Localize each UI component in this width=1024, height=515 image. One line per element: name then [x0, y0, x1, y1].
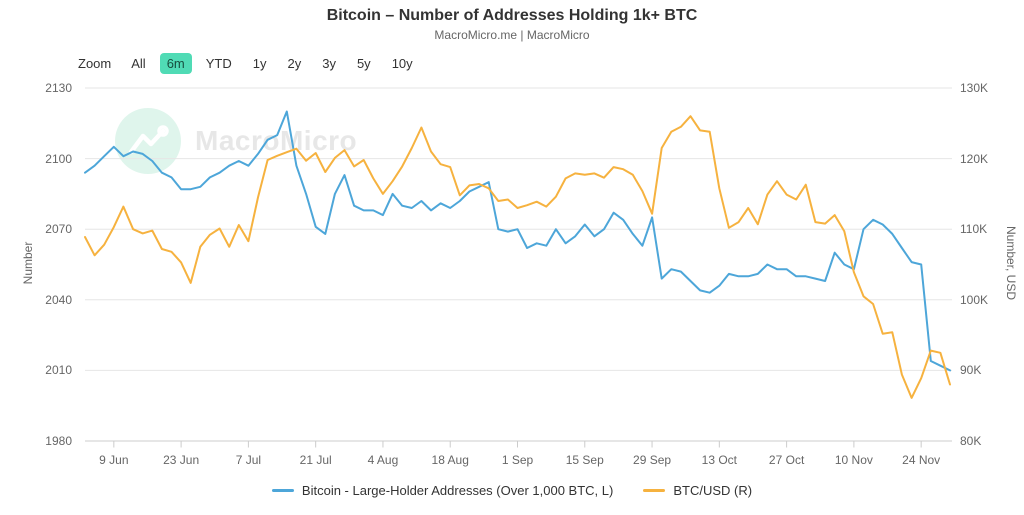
legend-item-large-holder-addresses[interactable]: Bitcoin - Large-Holder Addresses (Over 1… — [271, 483, 614, 498]
x-axis-label: 13 Oct — [701, 453, 737, 467]
y-axis-label-right: 120K — [960, 151, 989, 166]
y-axis-label-left: 2070 — [45, 222, 72, 237]
y-axis-label-left: 2010 — [45, 363, 72, 378]
zoom-toolbar-label: Zoom — [78, 56, 112, 71]
y-axis-label-right: 80K — [960, 434, 982, 448]
x-axis-label: 18 Aug — [431, 453, 469, 467]
x-axis-label: 15 Sep — [565, 453, 604, 467]
series-line-large-holder-addresses — [84, 110, 951, 372]
x-axis-label: 24 Nov — [902, 453, 941, 467]
x-axis-label: 9 Jun — [99, 453, 129, 467]
zoom-range-button-10y[interactable]: 10y — [385, 53, 420, 74]
zoom-range-button-ytd[interactable]: YTD — [199, 53, 239, 74]
legend: Bitcoin - Large-Holder Addresses (Over 1… — [0, 483, 1024, 498]
zoom-range-button-3y[interactable]: 3y — [315, 53, 343, 74]
chart-title: Bitcoin – Number of Addresses Holding 1k… — [326, 7, 698, 24]
x-axis-label: 7 Jul — [235, 453, 262, 467]
x-axis-label: 27 Oct — [768, 453, 805, 467]
series-line-btcusd — [84, 115, 951, 399]
y-axis-label-left: 2130 — [45, 81, 72, 95]
x-axis-label: 1 Sep — [501, 453, 534, 467]
y-axis-title-right: Number, USD — [1004, 225, 1018, 301]
zoom-range-button-6m[interactable]: 6m — [159, 53, 192, 74]
legend-dash-icon — [643, 489, 666, 492]
zoom-range-button-all[interactable]: All — [124, 53, 152, 74]
y-axis-title-left: Number — [21, 241, 35, 285]
y-axis-label-right: 100K — [960, 292, 989, 307]
legend-item-label: BTC/USD (R) — [673, 483, 753, 498]
x-axis-label: 21 Jul — [299, 453, 332, 467]
x-axis-label: 10 Nov — [834, 453, 873, 467]
x-axis-label: 23 Jun — [163, 453, 200, 467]
y-axis-label-right: 90K — [960, 363, 982, 378]
chart-subtitle: MacroMicro.me | MacroMicro — [434, 28, 590, 42]
y-axis-label-right: 110K — [960, 222, 988, 237]
zoom-range-button-1y[interactable]: 1y — [246, 53, 274, 74]
legend-item-btcusd[interactable]: BTC/USD (R) — [643, 483, 752, 498]
y-axis-label-left: 2040 — [45, 292, 72, 307]
zoom-range-button-2y[interactable]: 2y — [280, 53, 308, 74]
legend-item-label: Bitcoin - Large-Holder Addresses (Over 1… — [301, 483, 614, 498]
x-axis-label: 29 Sep — [633, 453, 672, 467]
y-axis-label-left: 2100 — [45, 151, 72, 166]
y-axis-label-right: 130K — [960, 81, 989, 95]
legend-dash-icon — [271, 489, 294, 492]
y-axis-label-left: 1980 — [45, 434, 72, 448]
x-axis-label: 4 Aug — [367, 453, 399, 467]
zoom-range-button-5y[interactable]: 5y — [350, 53, 378, 74]
zoom-toolbar: Zoom All 6m YTD 1y 2y 3y 5y 10y — [78, 53, 420, 74]
